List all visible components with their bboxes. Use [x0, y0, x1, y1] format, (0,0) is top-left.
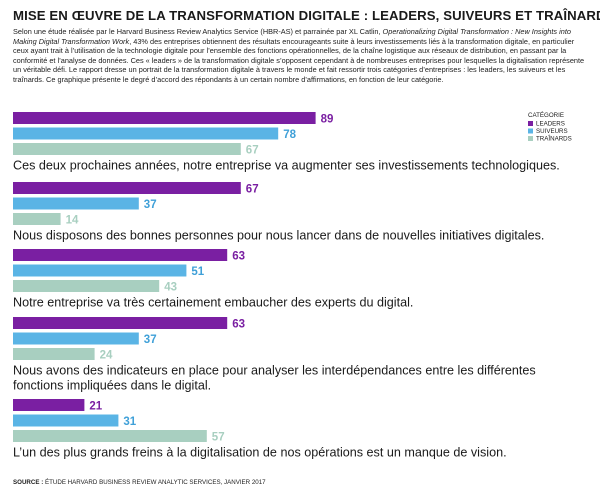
legend-swatch-trainards — [528, 136, 533, 141]
legend-label-suiveurs: SUIVEURS — [536, 128, 568, 135]
intro-text-1: Selon une étude réalisée par le Harvard … — [13, 27, 383, 36]
category-label-1: Ces deux prochaines années, notre entrep… — [13, 159, 560, 173]
value-label-suiveurs-4: 37 — [144, 334, 157, 346]
source-text: ÉTUDE HARVARD BUSINESS REVIEW ANALYTIC S… — [43, 479, 266, 486]
value-label-trainards-2: 14 — [66, 215, 79, 227]
bar-suiveurs-2 — [13, 197, 139, 210]
bar-trainards-2 — [13, 213, 61, 225]
bar-trainards-5 — [13, 430, 207, 442]
value-label-suiveurs-5: 31 — [123, 416, 136, 428]
bar-suiveurs-4 — [13, 332, 139, 345]
value-label-leaders-3: 63 — [232, 251, 245, 263]
bar-leaders-3 — [13, 249, 228, 261]
report-title: Operationalizing Digital Transformation … — [13, 27, 571, 46]
chart-title: MISE EN ŒUVRE DE LA TRANSFORMATION DIGIT… — [13, 8, 600, 23]
category-label-line: L’un des plus grands freins à la digital… — [13, 446, 507, 460]
value-label-leaders-1: 89 — [321, 114, 334, 126]
bar-trainards-4 — [13, 348, 95, 360]
bar-trainards-3 — [13, 280, 160, 292]
source-label: SOURCE : — [13, 479, 44, 486]
legend-label-trainards: TRAÎNARDS — [536, 136, 572, 143]
source-note: SOURCE : ÉTUDE HARVARD BUSINESS REVIEW A… — [13, 479, 266, 486]
category-label-line: fonctions impliquées dans le digital. — [13, 379, 211, 393]
bar-leaders-4 — [13, 317, 228, 329]
value-label-leaders-4: 63 — [232, 319, 245, 331]
value-label-trainards-1: 67 — [246, 145, 259, 157]
intro-paragraph: Selon une étude réalisée par le Harvard … — [13, 27, 591, 85]
value-label-trainards-3: 43 — [164, 282, 177, 294]
bar-suiveurs-5 — [13, 414, 119, 427]
bar-leaders-5 — [13, 399, 85, 411]
category-label-line: Ces deux prochaines années, notre entrep… — [13, 159, 560, 173]
legend-title: CATÉGORIE — [528, 112, 564, 119]
category-label-3: Notre entreprise va très certainement em… — [13, 296, 413, 310]
intro-text-2: , 43% des entreprises obtiennent des rés… — [13, 36, 585, 84]
value-label-leaders-2: 67 — [246, 184, 259, 196]
value-label-suiveurs-3: 51 — [191, 266, 204, 278]
value-label-suiveurs-1: 78 — [283, 129, 296, 141]
category-label-2: Nous disposons des bonnes personnes pour… — [13, 229, 544, 243]
legend-swatch-suiveurs — [528, 128, 533, 134]
bar-trainards-1 — [13, 143, 241, 155]
legend-label-leaders: LEADERS — [536, 121, 565, 128]
category-label-4: Nous avons des indicateurs en place pour… — [13, 364, 536, 393]
category-label-5: L’un des plus grands freins à la digital… — [13, 446, 507, 460]
value-label-leaders-5: 21 — [89, 401, 102, 413]
value-label-suiveurs-2: 37 — [144, 199, 157, 211]
value-label-trainards-4: 24 — [100, 350, 113, 362]
category-label-line: Nous avons des indicateurs en place pour… — [13, 364, 536, 378]
category-label-line: Nous disposons des bonnes personnes pour… — [13, 229, 544, 243]
bar-leaders-1 — [13, 112, 316, 124]
bar-leaders-2 — [13, 182, 241, 194]
value-label-trainards-5: 57 — [212, 432, 225, 444]
legend-swatch-leaders — [528, 121, 533, 126]
category-label-line: Notre entreprise va très certainement em… — [13, 296, 413, 310]
bar-suiveurs-1 — [13, 127, 279, 140]
bar-suiveurs-3 — [13, 264, 187, 277]
